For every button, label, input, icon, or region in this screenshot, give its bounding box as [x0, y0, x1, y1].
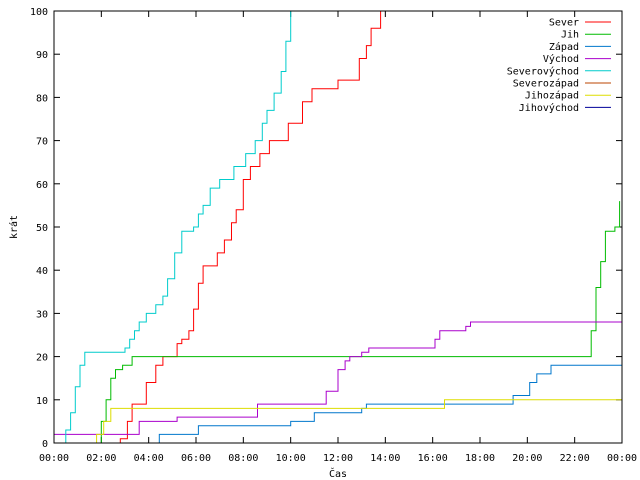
x-tick-label: 16:00 — [418, 453, 448, 464]
x-tick-label: 06:00 — [181, 453, 211, 464]
plot-frame — [53, 10, 623, 444]
x-tick-label: 00:00 — [39, 453, 69, 464]
y-tick-label: 30 — [36, 309, 48, 320]
tick-marks: 0 10 20 30 40 50 60 70 80 90 100 00:00 02:00 04:00 06:… — [30, 7, 637, 464]
series-line-Severovýchod — [54, 11, 292, 444]
x-axis-label: Čas — [329, 467, 347, 480]
series-line-Východ — [54, 313, 623, 435]
x-tick-label: 08:00 — [228, 453, 258, 464]
x-tick-label: 20:00 — [512, 453, 542, 464]
y-tick-label: 60 — [36, 180, 48, 191]
y-tick-label: 40 — [36, 266, 48, 277]
legend-label: Severozápad — [513, 78, 579, 90]
y-tick-label: 10 — [36, 396, 48, 407]
y-tick-label: 50 — [36, 223, 48, 234]
series-line-Jih — [54, 201, 621, 444]
legend-label: Sever — [549, 18, 579, 29]
legend-label: Jihozápad — [525, 90, 579, 102]
legend-label: Jih — [561, 30, 579, 41]
legend-label: Východ — [543, 53, 579, 65]
series-line-Jihozápad — [54, 399, 622, 444]
x-tick-label: 10:00 — [276, 453, 306, 464]
y-tick-label: 90 — [36, 50, 48, 61]
y-tick-label: 100 — [30, 7, 48, 18]
x-tick-label: 12:00 — [323, 453, 353, 464]
x-tick-label: 02:00 — [86, 453, 116, 464]
y-axis-label: krát — [8, 215, 20, 239]
legend-label: Jihovýchod — [519, 102, 579, 114]
legend-label: Severovýchod — [507, 65, 579, 77]
series-lines — [54, 11, 623, 444]
x-tick-label: 22:00 — [560, 453, 590, 464]
x-tick-label: 14:00 — [370, 453, 400, 464]
series-line-Sever — [54, 11, 382, 444]
y-tick-label: 80 — [36, 93, 48, 104]
y-tick-label: 20 — [36, 353, 48, 364]
x-tick-label: 18:00 — [465, 453, 495, 464]
x-tick-label: 00:00 — [607, 453, 637, 464]
y-tick-label: 70 — [36, 137, 48, 148]
legend: SeverJihZápadVýchodSeverovýchodSeverozáp… — [507, 18, 611, 114]
y-tick-label: 0 — [42, 439, 48, 450]
x-tick-label: 04:00 — [134, 453, 164, 464]
legend-label: Západ — [549, 41, 579, 53]
